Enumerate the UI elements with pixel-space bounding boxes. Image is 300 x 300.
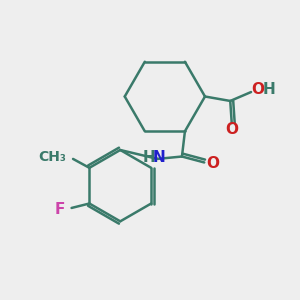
Text: H: H bbox=[142, 150, 155, 165]
Text: O: O bbox=[225, 122, 238, 137]
Text: F: F bbox=[55, 202, 65, 217]
Text: O: O bbox=[251, 82, 264, 97]
Text: H: H bbox=[263, 82, 276, 97]
Text: N: N bbox=[153, 150, 165, 165]
Text: O: O bbox=[206, 156, 219, 171]
Text: CH₃: CH₃ bbox=[39, 150, 67, 164]
